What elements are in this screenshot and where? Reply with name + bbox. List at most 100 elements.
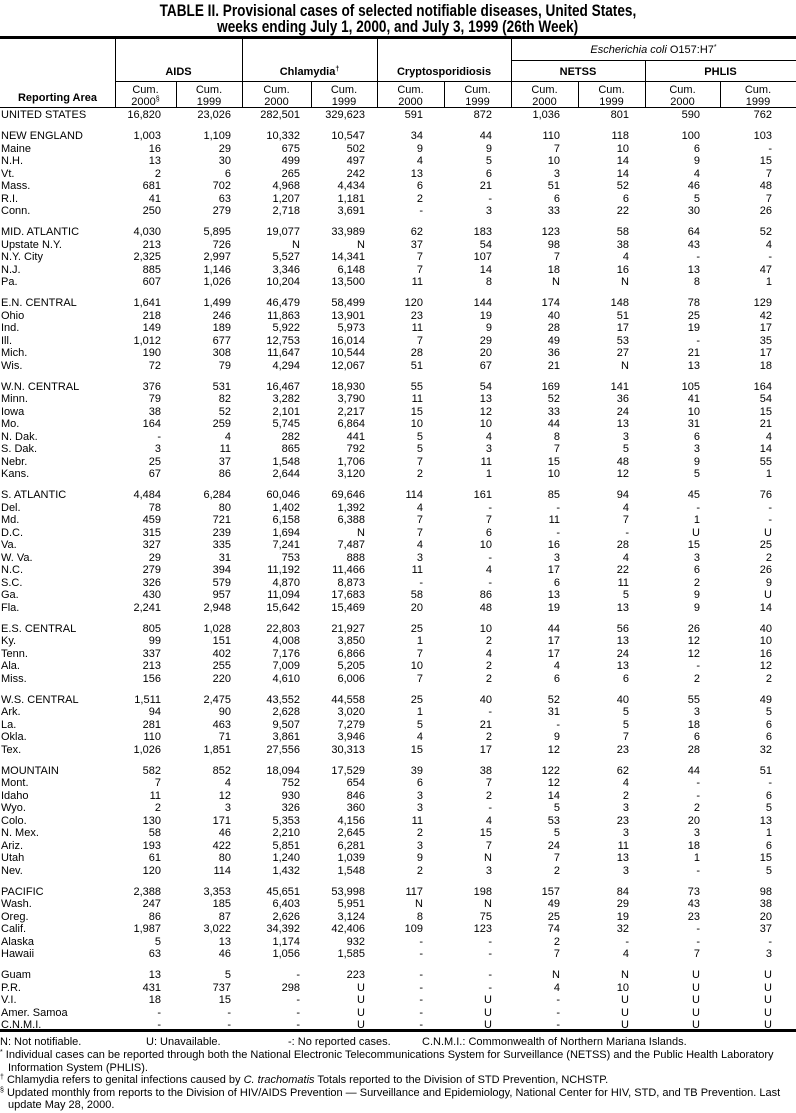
cum-label: Cum. — [263, 84, 290, 96]
value-cell: 24 — [616, 647, 629, 660]
value-cell: 4 — [622, 251, 629, 263]
footnote-text: Updated monthly from reports to the Divi… — [6, 1086, 781, 1112]
value-cell: 1,402 — [272, 501, 300, 514]
value-cell: - — [488, 948, 492, 960]
value-cell: 3,124 — [337, 910, 365, 923]
value-cell: 1,548 — [337, 864, 365, 877]
value-cell: 71 — [218, 731, 231, 743]
value-cell: 53,998 — [331, 885, 365, 898]
value-cell: N — [292, 238, 300, 251]
value-cell: 85 — [547, 489, 560, 501]
reporting-area-cell: S. Dak. — [1, 443, 38, 455]
reporting-area-cell: Miss. — [1, 672, 27, 685]
value-cell: 3,790 — [337, 393, 365, 405]
value-cell: 9 — [553, 731, 560, 743]
reporting-area-cell: E.S. CENTRAL — [1, 622, 77, 635]
value-cell: 1,240 — [272, 852, 300, 864]
value-cell: 14 — [547, 789, 560, 802]
value-cell: 6,284 — [203, 489, 231, 501]
value-cell: 44 — [687, 764, 700, 777]
value-cell: 3 — [553, 551, 560, 564]
value-cell: 18,094 — [266, 764, 300, 777]
value-cell: U — [357, 994, 365, 1006]
table-row: Mass. 681 702 4,968 4,434 6 21 51 52 46 48 — [0, 180, 796, 193]
value-cell: 2 — [553, 935, 560, 948]
value-cell: 5,527 — [272, 251, 300, 263]
table-row: N.Y. City 2,325 2,997 5,527 14,341 7 107 7 4 - - — [0, 251, 796, 264]
value-cell: - — [625, 935, 629, 948]
year-text: 2000 — [264, 96, 289, 108]
value-cell: U — [621, 994, 629, 1006]
value-cell: 7 — [416, 526, 423, 539]
value-cell: 1,003 — [133, 130, 161, 142]
year-text: 1999 — [331, 96, 357, 108]
value-cell: 2 — [485, 789, 492, 802]
value-cell: 40 — [479, 693, 492, 706]
value-cell: 22 — [616, 205, 629, 217]
value-cell: 31 — [687, 418, 700, 430]
value-cell: 6 — [765, 718, 772, 731]
ecoli-rule — [511, 60, 796, 61]
value-cell: 55 — [759, 455, 772, 468]
value-cell: 2 — [416, 192, 423, 205]
value-cell: 16,820 — [127, 109, 161, 121]
value-cell: 3 — [693, 706, 700, 718]
value-cell: 1,036 — [532, 109, 560, 121]
value-cell: 872 — [473, 109, 492, 121]
value-cell: 67 — [148, 468, 161, 480]
value-cell: 12 — [547, 743, 560, 756]
value-cell: 11 — [548, 514, 560, 526]
value-cell: 15,469 — [331, 601, 365, 614]
chlamydia-label: Chlamydia — [279, 66, 336, 78]
value-cell: 1 — [765, 827, 772, 839]
value-cell: 2,948 — [203, 601, 231, 614]
value-cell: - — [696, 923, 700, 935]
value-cell: 1 — [485, 468, 492, 480]
value-cell: 1,548 — [272, 455, 300, 468]
footnote-organism: C. trachomatis — [243, 1074, 315, 1086]
value-cell: - — [296, 994, 300, 1006]
reporting-area-cell: N. Mex. — [1, 827, 39, 839]
value-cell: 2,217 — [337, 405, 365, 418]
value-cell: 12,067 — [331, 359, 365, 372]
value-cell: 2 — [693, 672, 700, 685]
value-cell: 28 — [547, 322, 560, 334]
value-cell: 144 — [473, 297, 492, 309]
value-cell: 64 — [687, 226, 700, 238]
year-label: 1999 — [720, 96, 796, 108]
value-cell: 29 — [479, 334, 492, 347]
cum-label: Cum. — [195, 84, 223, 96]
table-row: Kans. 67 86 2,644 3,120 2 1 10 12 5 1 — [0, 468, 796, 481]
value-cell: 6 — [224, 167, 231, 180]
value-cell: 3 — [485, 443, 492, 455]
aids-header: AIDS — [165, 66, 192, 78]
value-cell: 46 — [218, 948, 231, 960]
value-cell: 753 — [281, 551, 300, 564]
value-cell: 94 — [616, 489, 629, 501]
value-cell: 17 — [547, 564, 560, 576]
value-cell: - — [556, 526, 560, 539]
value-cell: 13,500 — [331, 276, 365, 288]
reporting-area-cell: Tex. — [1, 743, 22, 756]
value-cell: - — [696, 935, 700, 948]
value-cell: 26 — [759, 205, 772, 217]
reporting-area-cell: N. Dak. — [1, 430, 38, 443]
value-cell: 5 — [622, 706, 629, 718]
value-cell: 5,973 — [337, 322, 365, 334]
value-cell: 22,803 — [266, 622, 300, 635]
value-cell: 3,850 — [337, 635, 365, 647]
value-cell: 19 — [547, 601, 560, 614]
value-cell: 431 — [142, 981, 161, 994]
value-cell: 19 — [616, 910, 629, 923]
value-cell: 11,466 — [332, 564, 365, 576]
value-cell: 1,706 — [337, 455, 365, 468]
value-cell: - — [696, 501, 700, 514]
cum-label: Cum. — [598, 84, 625, 96]
value-cell: 11,647 — [267, 347, 300, 359]
table-row: Pa. 607 1,026 10,204 13,500 11 8 N N 8 1 — [0, 276, 796, 289]
year-label: 1999 — [444, 96, 511, 108]
value-cell: 5 — [154, 935, 161, 948]
value-cell: 5 — [485, 155, 492, 167]
value-cell: 7 — [553, 443, 560, 455]
value-cell: 51 — [616, 309, 629, 322]
